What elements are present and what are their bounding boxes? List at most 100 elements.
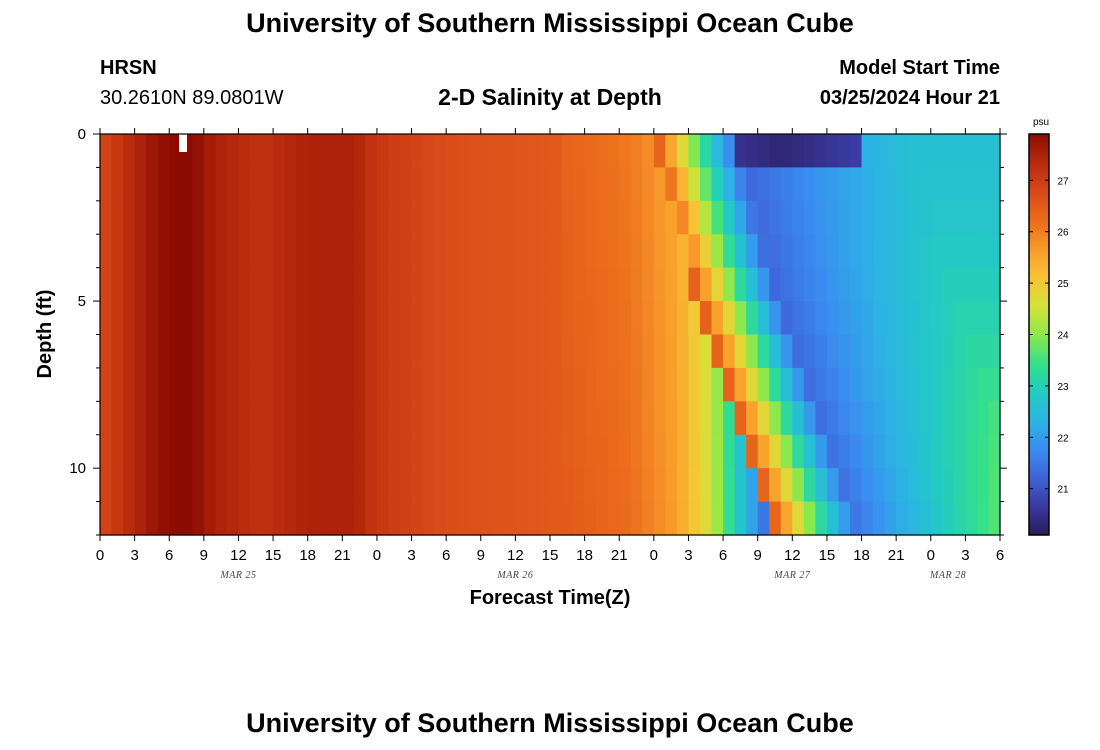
heatmap-cell	[573, 501, 586, 536]
station-name: HRSN	[100, 57, 157, 79]
heatmap-cell	[965, 468, 978, 503]
heatmap-cell	[792, 401, 805, 436]
heatmap-cell	[319, 501, 332, 536]
heatmap-cell	[423, 367, 436, 402]
heatmap-cell	[353, 334, 366, 369]
heatmap-cell	[665, 167, 678, 202]
colorbar-tick-label: 26	[1057, 228, 1069, 239]
x-tick-label: 6	[719, 547, 727, 564]
heatmap-cell	[480, 301, 493, 336]
x-tick-label: 21	[334, 547, 351, 564]
heatmap-cell	[284, 434, 297, 469]
heatmap-cell	[711, 468, 724, 503]
heatmap-cell	[861, 267, 874, 302]
heatmap-cell	[226, 367, 240, 402]
heatmap-cell	[226, 434, 240, 469]
heatmap-cell	[469, 367, 482, 402]
heatmap-cell	[780, 434, 793, 469]
plot-title: 2-D Salinity at Depth	[438, 84, 662, 110]
heatmap-cell	[238, 167, 251, 202]
heatmap-cell	[446, 234, 459, 269]
heatmap-cell	[330, 434, 343, 469]
heatmap-cell	[884, 167, 897, 202]
heatmap-cell	[492, 401, 505, 436]
heatmap-cell	[965, 501, 978, 536]
colorbar-tick-label: 24	[1057, 331, 1069, 342]
x-tick-label: 6	[996, 547, 1004, 564]
heatmap-cell	[238, 468, 251, 503]
heatmap-cell	[688, 334, 701, 369]
heatmap-cell	[400, 468, 413, 503]
heatmap-cell	[273, 301, 286, 336]
heatmap-cell	[734, 234, 747, 269]
heatmap-cell	[515, 134, 528, 169]
heatmap-cell	[653, 234, 666, 269]
heatmap-cell	[584, 468, 597, 503]
heatmap-cell	[815, 334, 828, 369]
heatmap-cell	[192, 134, 205, 169]
heatmap-cell	[538, 134, 551, 169]
heatmap-cell	[411, 401, 424, 436]
heatmap-cell	[930, 501, 943, 536]
heatmap-cell	[296, 367, 309, 402]
heatmap-cell	[423, 134, 436, 169]
heatmap-cell	[411, 134, 424, 169]
heatmap-cell	[457, 434, 470, 469]
x-tick-label: 15	[819, 547, 836, 564]
heatmap-cell	[411, 501, 424, 536]
x-tick-label: 15	[265, 547, 282, 564]
heatmap-cell	[815, 167, 828, 202]
heatmap-cell	[965, 167, 978, 202]
heatmap-cell	[423, 434, 436, 469]
heatmap-cell	[180, 434, 193, 469]
heatmap-cell	[261, 501, 274, 536]
heatmap-cell	[700, 434, 713, 469]
heatmap-cell	[965, 200, 978, 235]
heatmap-cell	[723, 434, 736, 469]
heatmap-cell	[803, 401, 816, 436]
heatmap-cell	[446, 301, 459, 336]
heatmap-cell	[792, 200, 805, 235]
heatmap-cell	[284, 301, 297, 336]
heatmap-cell	[757, 267, 770, 302]
heatmap-cell	[873, 167, 886, 202]
x-axis-title: Forecast Time(Z)	[470, 587, 631, 609]
heatmap-cell	[746, 301, 759, 336]
heatmap-cell	[238, 434, 251, 469]
heatmap-cell	[653, 334, 666, 369]
heatmap-cell	[688, 200, 701, 235]
heatmap-cell	[700, 134, 713, 169]
heatmap-cell	[192, 167, 205, 202]
heatmap-cell	[907, 234, 920, 269]
heatmap-cell	[503, 334, 516, 369]
heatmap-cell	[550, 501, 563, 536]
heatmap-cell	[400, 434, 413, 469]
heatmap-cell	[596, 367, 609, 402]
heatmap-cell	[573, 301, 586, 336]
heatmap-cell	[861, 167, 874, 202]
heatmap-cell	[688, 434, 701, 469]
heatmap-cell	[400, 200, 413, 235]
heatmap-cell	[261, 468, 274, 503]
heatmap-cell	[711, 401, 724, 436]
heatmap-cell	[550, 267, 563, 302]
heatmap-cell	[180, 234, 193, 269]
heatmap-cell	[388, 401, 401, 436]
heatmap-cell	[134, 468, 147, 503]
heatmap-cell	[469, 434, 482, 469]
heatmap-cell	[873, 468, 886, 503]
heatmap-cell	[515, 468, 528, 503]
heatmap-cell	[365, 134, 378, 169]
heatmap-cell	[653, 401, 666, 436]
heatmap-cell	[503, 167, 516, 202]
heatmap-cell	[630, 501, 643, 536]
heatmap-cell	[607, 267, 620, 302]
heatmap-cell	[261, 234, 274, 269]
heatmap-cell	[434, 367, 447, 402]
heatmap-cell	[146, 334, 159, 369]
heatmap-cell	[688, 267, 701, 302]
heatmap-cell	[192, 334, 205, 369]
heatmap-cell	[526, 200, 540, 235]
heatmap-cell	[365, 501, 378, 536]
heatmap-cell	[296, 234, 309, 269]
